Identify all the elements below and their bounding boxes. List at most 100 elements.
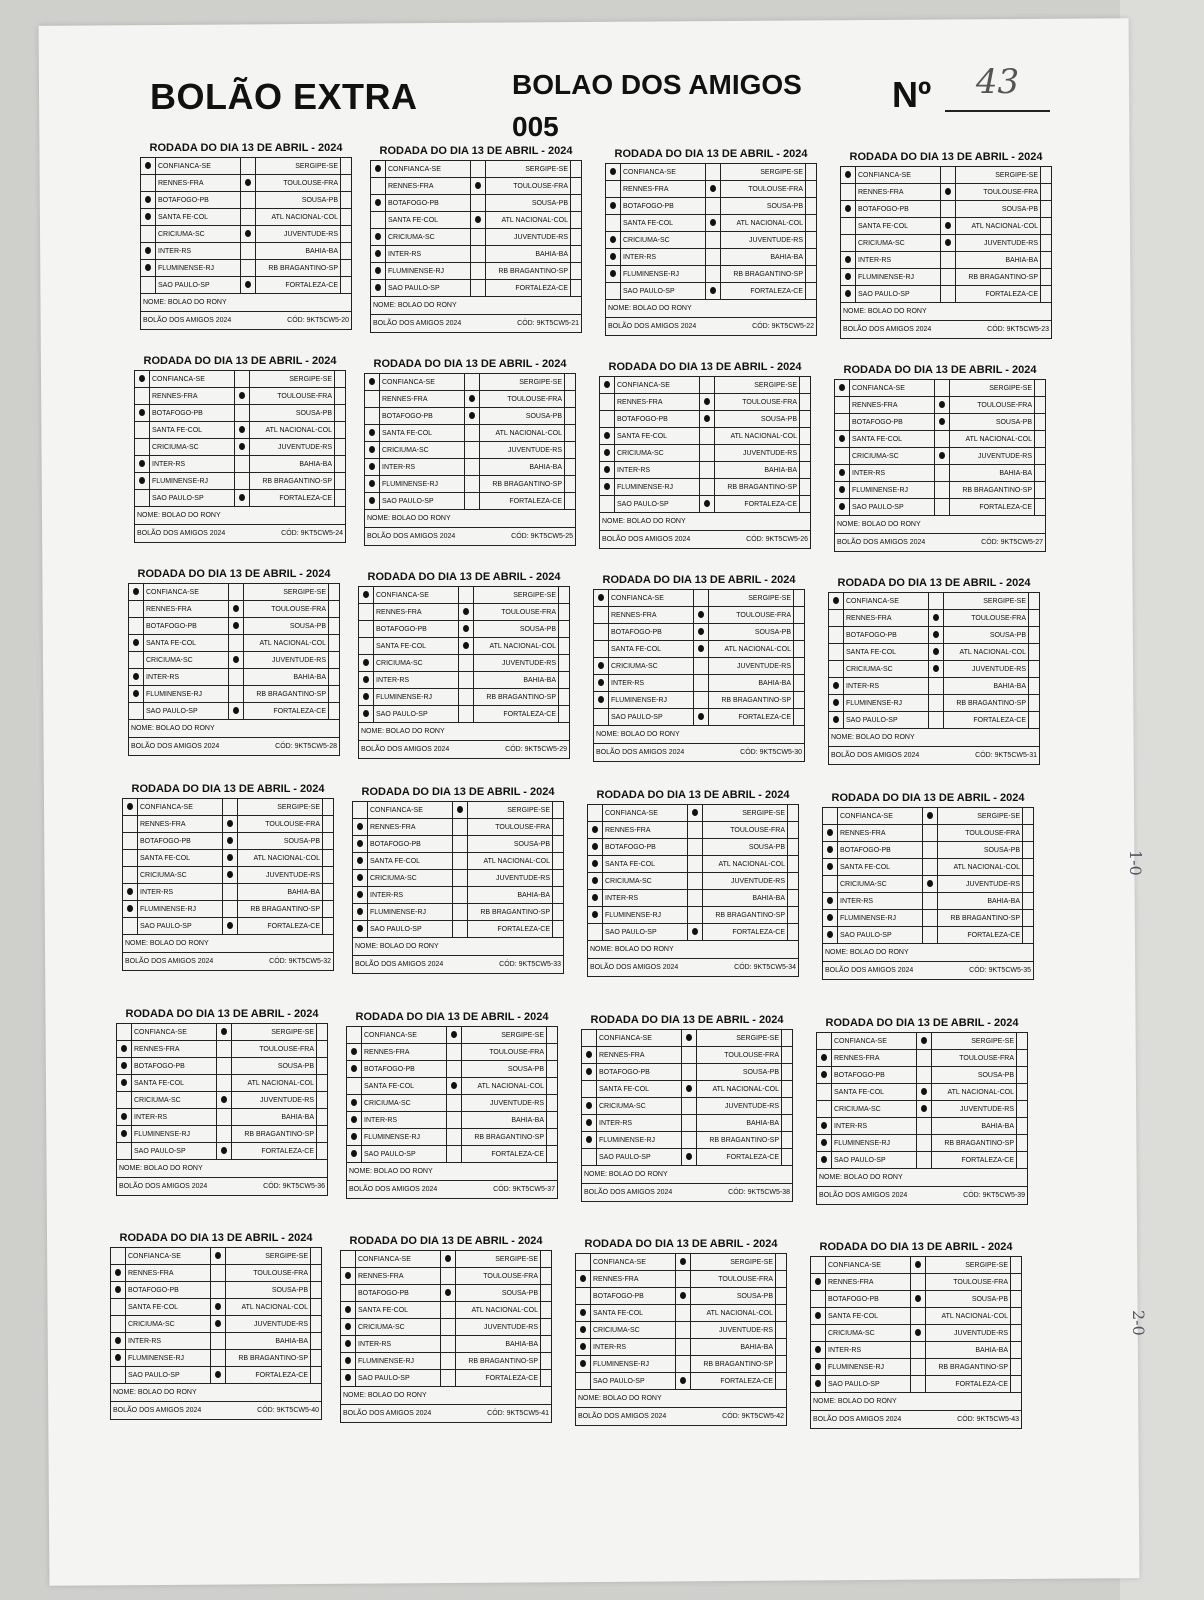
home-mark-cell	[358, 603, 374, 621]
home-team: CONFIANCA-SE	[379, 373, 465, 391]
home-mark-cell	[122, 917, 138, 935]
bet-card: RODADA DO DIA 13 DE ABRIL - 2024 CONFIANC…	[828, 577, 1040, 765]
away-mark-cell	[775, 1304, 787, 1322]
home-team: SAO PAULO-SP	[155, 276, 241, 294]
home-team: BOTAFOGO-PB	[131, 1057, 217, 1075]
middle-mark-cell	[458, 637, 474, 655]
away-mark-cell	[558, 586, 570, 604]
pick-dot-icon	[580, 1308, 586, 1316]
middle-mark-cell	[681, 1029, 697, 1047]
middle-mark-cell	[922, 909, 938, 927]
pick-dot-icon	[692, 927, 698, 935]
away-mark-cell	[799, 427, 811, 445]
middle-mark-cell	[693, 623, 709, 641]
away-team: SOUSA-PB	[461, 1060, 547, 1078]
home-team: SANTA FE-COL	[131, 1074, 217, 1092]
away-mark-cell	[322, 883, 334, 901]
middle-mark-cell	[934, 396, 950, 414]
away-team: ATL NACIONAL-COL	[931, 1083, 1017, 1101]
home-team: CRICIUMA-SC	[155, 225, 241, 243]
away-mark-cell	[781, 1046, 793, 1064]
pick-dot-icon	[145, 263, 151, 271]
middle-mark-cell	[687, 804, 703, 822]
pick-dot-icon	[827, 913, 833, 921]
middle-mark-cell	[940, 285, 956, 303]
middle-mark-cell	[464, 441, 480, 459]
card-code: CÓD: 9KT5CW5-25	[511, 533, 573, 540]
home-mark-cell	[122, 798, 138, 816]
pick-dot-icon	[463, 607, 469, 615]
away-mark-cell	[564, 407, 576, 425]
away-mark-cell	[322, 900, 334, 918]
footer-content: BOLÃO DOS AMIGOS 2024 CÓD: 9KT5CW5-20	[143, 317, 349, 324]
away-mark-cell	[322, 917, 334, 935]
home-mark-cell	[346, 1145, 362, 1163]
middle-mark-cell	[910, 1256, 926, 1274]
away-mark-cell	[540, 1267, 552, 1285]
away-mark-cell	[1034, 481, 1046, 499]
home-team: CONFIANCA-SE	[361, 1026, 447, 1044]
away-mark-cell	[1040, 234, 1052, 252]
middle-mark-cell	[922, 807, 938, 825]
bettor-name: NOME: BOLAO DO RONY	[370, 296, 582, 315]
middle-mark-cell	[228, 617, 244, 635]
home-team: CONFIANCA-SE	[608, 589, 694, 607]
home-team: BOTAFOGO-PB	[855, 200, 941, 218]
bettor-name: NOME: BOLAO DO RONY	[140, 293, 352, 312]
home-team: SAO PAULO-SP	[614, 495, 700, 513]
footer-content: BOLÃO DOS AMIGOS 2024 CÓD: 9KT5CW5-22	[608, 323, 814, 330]
middle-mark-cell	[687, 821, 703, 839]
home-team: RENNES-FRA	[143, 600, 229, 618]
match-row: BOTAFOGO-PB SOUSA-PB	[575, 1287, 787, 1305]
card-title: RODADA DO DIA 13 DE ABRIL - 2024	[379, 145, 573, 157]
match-row: SANTA FE-COL ATL NACIONAL-COL	[110, 1298, 322, 1316]
footer-row: BOLÃO DOS AMIGOS 2024 CÓD: 9KT5CW5-21	[370, 314, 582, 333]
footer-content: BOLÃO DOS AMIGOS 2024 CÓD: 9KT5CW5-26	[602, 536, 808, 543]
middle-mark-cell	[228, 685, 244, 703]
card-title: RODADA DO DIA 13 DE ABRIL - 2024	[602, 574, 796, 586]
middle-mark-cell	[234, 489, 250, 507]
match-row: CRICIUMA-SC JUVENTUDE-RS	[134, 438, 346, 456]
pick-dot-icon	[610, 201, 616, 209]
home-team: RENNES-FRA	[837, 824, 923, 842]
card-table: CONFIANCA-SE SERGIPE-SE RENNES-FRA TOULOUSE…	[828, 592, 1040, 765]
away-mark-cell	[310, 1264, 322, 1282]
card-title: RODADA DO DIA 13 DE ABRIL - 2024	[831, 792, 1025, 804]
home-team: CONFIANCA-SE	[373, 586, 459, 604]
name-row: NOME: BOLAO DO RONY	[828, 728, 1040, 747]
middle-mark-cell	[216, 1142, 232, 1160]
pick-dot-icon	[604, 380, 610, 388]
pick-dot-icon	[345, 1373, 351, 1381]
away-mark-cell	[1016, 1066, 1028, 1084]
pick-dot-icon	[839, 502, 845, 510]
away-team: RB BRAGANTINO-SP	[479, 475, 565, 493]
home-team: BOTAFOGO-PB	[608, 623, 694, 641]
pick-dot-icon	[592, 876, 598, 884]
away-mark-cell	[1034, 396, 1046, 414]
home-mark-cell	[810, 1307, 826, 1325]
match-row: SANTA FE-COL ATL NACIONAL-COL	[822, 858, 1034, 876]
away-team: TOULOUSE-FRA	[720, 180, 806, 198]
middle-mark-cell	[458, 620, 474, 638]
away-mark-cell	[552, 886, 564, 904]
away-team: JUVENTUDE-RS	[473, 654, 559, 672]
away-team: JUVENTUDE-RS	[955, 234, 1041, 252]
middle-mark-cell	[934, 413, 950, 431]
away-team: SOUSA-PB	[479, 407, 565, 425]
home-team: FLUMINENSE-RJ	[379, 475, 465, 493]
pick-dot-icon	[610, 269, 616, 277]
home-team: CONFIANCA-SE	[614, 376, 700, 394]
bet-card: RODADA DO DIA 13 DE ABRIL - 2024 CONFIANC…	[810, 1241, 1022, 1429]
away-team: JUVENTUDE-RS	[925, 1324, 1011, 1342]
footer-row: BOLÃO DOS AMIGOS 2024 CÓD: 9KT5CW5-34	[587, 958, 799, 977]
match-row: SANTA FE-COL ATL NACIONAL-COL	[834, 430, 1046, 448]
home-mark-cell	[822, 926, 838, 944]
pick-dot-icon	[939, 451, 945, 459]
away-team: SERGIPE-SE	[231, 1023, 317, 1041]
home-team: BOTAFOGO-PB	[614, 410, 700, 428]
home-team: RENNES-FRA	[825, 1273, 911, 1291]
middle-mark-cell	[464, 390, 480, 408]
away-team: TOULOUSE-FRA	[943, 609, 1029, 627]
away-team: RB BRAGANTINO-SP	[461, 1128, 547, 1146]
match-row: CONFIANCA-SE SERGIPE-SE	[358, 586, 570, 604]
